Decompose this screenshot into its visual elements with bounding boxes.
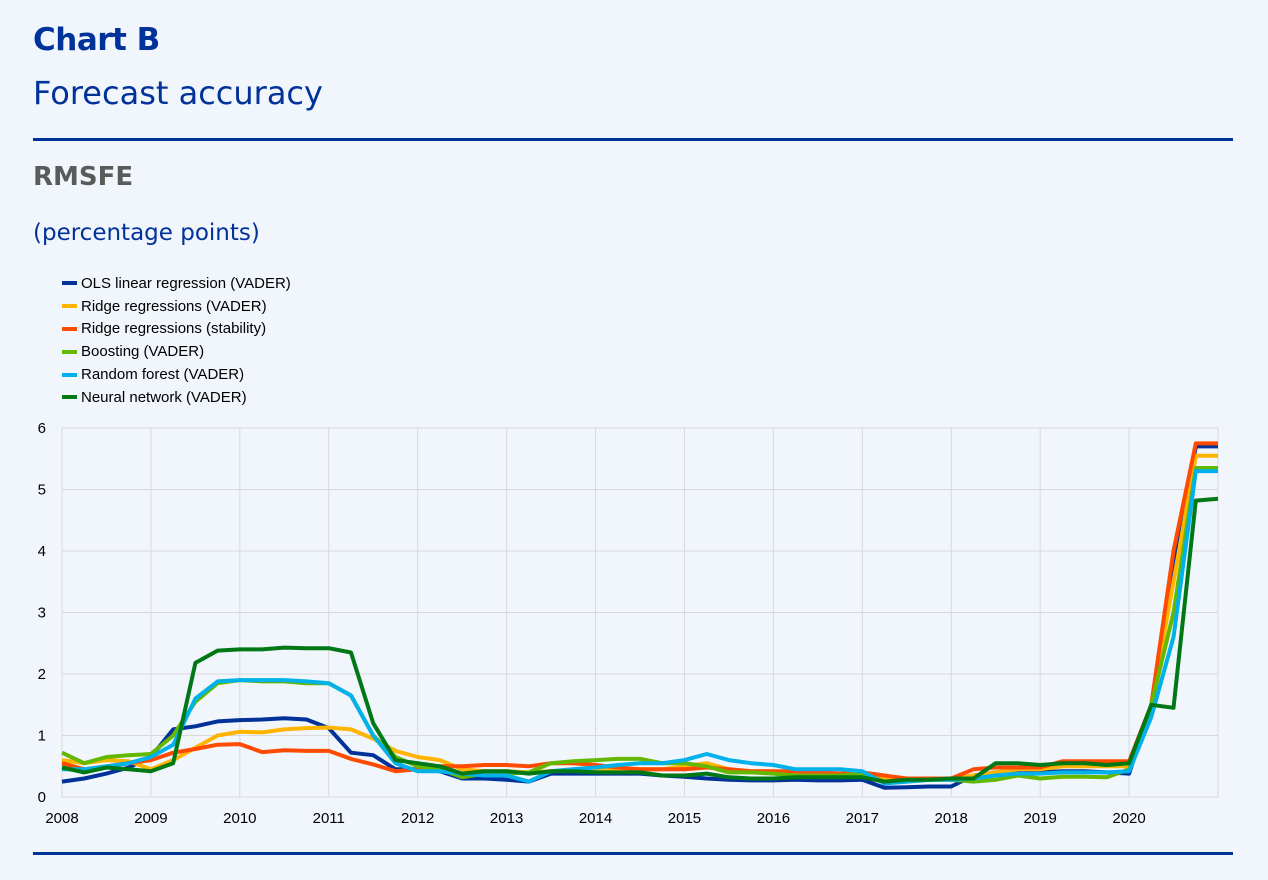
legend-label: Neural network (VADER): [81, 388, 247, 406]
unit-label: (percentage points): [33, 220, 260, 246]
legend-item: OLS linear regression (VADER): [62, 272, 291, 295]
x-tick-label: 2017: [846, 810, 879, 827]
series-line-3: [61, 441, 1218, 781]
x-tick-label: 2013: [490, 810, 523, 827]
legend-swatch: [62, 326, 77, 331]
x-tick-label: 2015: [668, 810, 701, 827]
legend-item: Ridge regressions (stability): [62, 318, 291, 341]
y-tick-label: 2: [38, 666, 46, 683]
legend-label: Ridge regressions (stability): [81, 320, 267, 338]
y-tick-label: 5: [38, 482, 46, 499]
series-line-1: [61, 444, 1218, 790]
legend-swatch: [62, 304, 77, 309]
series-line-5: [62, 469, 1218, 786]
y-tick-label: 3: [38, 605, 46, 622]
x-tick-label: 2019: [1023, 810, 1056, 827]
chart-title: Chart B: [33, 22, 160, 58]
x-tick-label: 2011: [313, 810, 345, 827]
x-tick-label: 2012: [401, 810, 434, 827]
legend: OLS linear regression (VADER) Ridge regre…: [62, 272, 291, 409]
y-tick-label: 6: [38, 420, 46, 437]
legend-label: Ridge regressions (VADER): [81, 297, 267, 315]
y-tick-label: 4: [38, 543, 46, 560]
x-tick-label: 2008: [45, 810, 78, 827]
series-line-2: [61, 453, 1218, 781]
x-tick-label: 2010: [223, 810, 256, 827]
legend-swatch: [62, 395, 77, 400]
x-tick-label: 2009: [134, 810, 167, 827]
bottom-divider: [33, 852, 1233, 855]
legend-item: Neural network (VADER): [62, 386, 291, 409]
chart-subtitle: Forecast accuracy: [33, 74, 323, 112]
legend-item: Boosting (VADER): [62, 340, 291, 363]
y-tick-label: 0: [38, 789, 46, 806]
series-line-6: [61, 496, 1219, 784]
legend-label: Boosting (VADER): [81, 343, 205, 361]
legend-label: Random forest (VADER): [81, 366, 245, 384]
legend-item: Random forest (VADER): [62, 363, 291, 386]
top-divider: [33, 138, 1233, 141]
x-tick-label: 2018: [935, 810, 968, 827]
legend-label: OLS linear regression (VADER): [81, 274, 291, 292]
legend-swatch: [62, 281, 77, 286]
x-tick-label: 2020: [1112, 810, 1145, 827]
x-tick-label: 2014: [579, 810, 612, 827]
metric-label: RMSFE: [33, 162, 134, 192]
x-tick-label: 2016: [757, 810, 790, 827]
y-tick-label: 1: [38, 728, 46, 745]
legend-item: Ridge regressions (VADER): [62, 295, 291, 318]
legend-swatch: [62, 349, 77, 354]
legend-swatch: [62, 372, 77, 377]
